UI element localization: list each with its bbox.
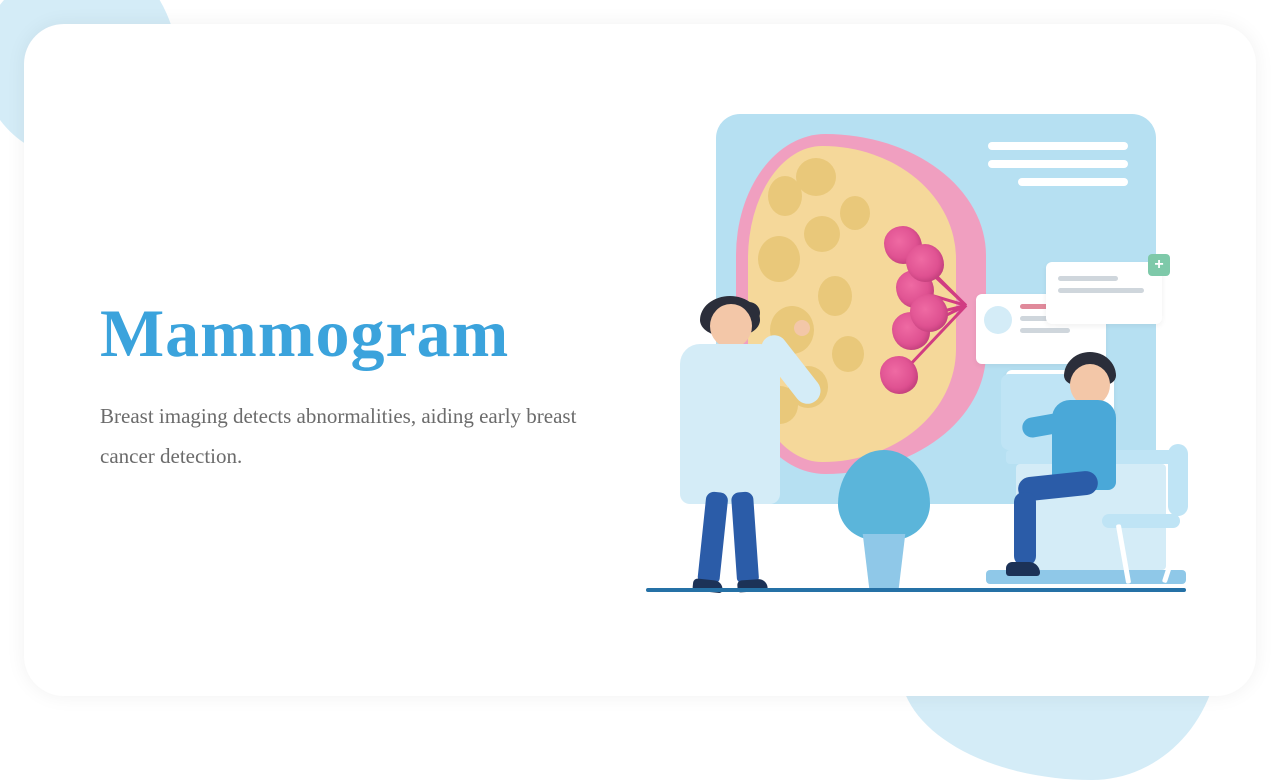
- doctor-leg: [731, 491, 759, 582]
- screen-text-line: [1018, 178, 1128, 186]
- doctor-coat: [680, 344, 780, 504]
- tissue-lobule: [840, 196, 870, 230]
- window-text-line: [1020, 328, 1070, 333]
- doctor-hand: [794, 320, 810, 336]
- tissue-lobule: [758, 236, 800, 282]
- plus-icon: +: [1148, 254, 1170, 276]
- tissue-lobule: [818, 276, 852, 316]
- tissue-lobule: [804, 216, 840, 252]
- slide-title: Mammogram: [100, 294, 580, 373]
- window-text-line: [1058, 276, 1118, 281]
- tissue-duct-cluster: [906, 244, 944, 282]
- window-text-line: [1058, 288, 1144, 293]
- patient-shin: [1014, 492, 1036, 566]
- doctor-leg: [697, 491, 728, 583]
- patient-shoe: [1006, 562, 1040, 576]
- slide-card: Mammogram Breast imaging detects abnorma…: [24, 24, 1256, 696]
- text-block: Mammogram Breast imaging detects abnorma…: [100, 294, 580, 477]
- tissue-lobule: [796, 158, 836, 196]
- slide-subtitle: Breast imaging detects abnormalities, ai…: [100, 397, 580, 477]
- patient-figure: [1052, 344, 1172, 584]
- floor-line: [646, 588, 1186, 592]
- doctor-head: [710, 304, 752, 348]
- avatar-placeholder-icon: [984, 306, 1012, 334]
- doctor-figure: [670, 304, 790, 594]
- tissue-lobule: [832, 336, 864, 372]
- medical-illustration: +: [626, 114, 1186, 614]
- tissue-duct-cluster: [910, 294, 948, 332]
- screen-text-line: [988, 142, 1128, 150]
- plant-pot: [856, 534, 912, 590]
- floating-ui-window: +: [1046, 262, 1162, 324]
- screen-text-line: [988, 160, 1128, 168]
- doctor-legs: [700, 492, 760, 582]
- tissue-duct-cluster: [880, 356, 918, 394]
